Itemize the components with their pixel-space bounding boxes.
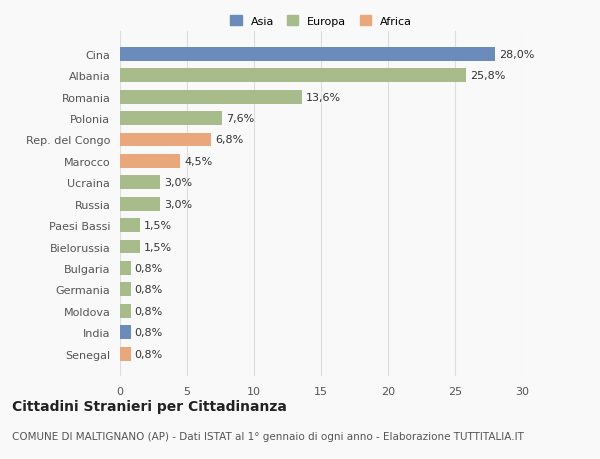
- Bar: [120, 347, 131, 361]
- Bar: [120, 69, 466, 83]
- Bar: [120, 261, 131, 275]
- Bar: [120, 325, 131, 339]
- Text: 7,6%: 7,6%: [226, 114, 254, 124]
- Bar: [120, 112, 222, 126]
- Text: 3,0%: 3,0%: [164, 199, 193, 209]
- Bar: [120, 90, 302, 104]
- Text: 28,0%: 28,0%: [499, 50, 535, 60]
- Text: 3,0%: 3,0%: [164, 178, 193, 188]
- Bar: [120, 240, 140, 254]
- Text: Cittadini Stranieri per Cittadinanza: Cittadini Stranieri per Cittadinanza: [12, 399, 287, 413]
- Bar: [120, 48, 495, 62]
- Text: 13,6%: 13,6%: [306, 92, 341, 102]
- Text: 0,8%: 0,8%: [135, 263, 163, 273]
- Text: COMUNE DI MALTIGNANO (AP) - Dati ISTAT al 1° gennaio di ogni anno - Elaborazione: COMUNE DI MALTIGNANO (AP) - Dati ISTAT a…: [12, 431, 524, 442]
- Text: 0,8%: 0,8%: [135, 306, 163, 316]
- Text: 0,8%: 0,8%: [135, 327, 163, 337]
- Bar: [120, 218, 140, 233]
- Bar: [120, 176, 160, 190]
- Bar: [120, 155, 180, 168]
- Bar: [120, 133, 211, 147]
- Text: 0,8%: 0,8%: [135, 285, 163, 295]
- Bar: [120, 197, 160, 211]
- Text: 4,5%: 4,5%: [184, 157, 212, 167]
- Text: 6,8%: 6,8%: [215, 135, 244, 145]
- Legend: Asia, Europa, Africa: Asia, Europa, Africa: [228, 14, 414, 29]
- Text: 1,5%: 1,5%: [144, 221, 172, 230]
- Text: 25,8%: 25,8%: [470, 71, 505, 81]
- Text: 1,5%: 1,5%: [144, 242, 172, 252]
- Text: 0,8%: 0,8%: [135, 349, 163, 359]
- Bar: [120, 283, 131, 297]
- Bar: [120, 304, 131, 318]
